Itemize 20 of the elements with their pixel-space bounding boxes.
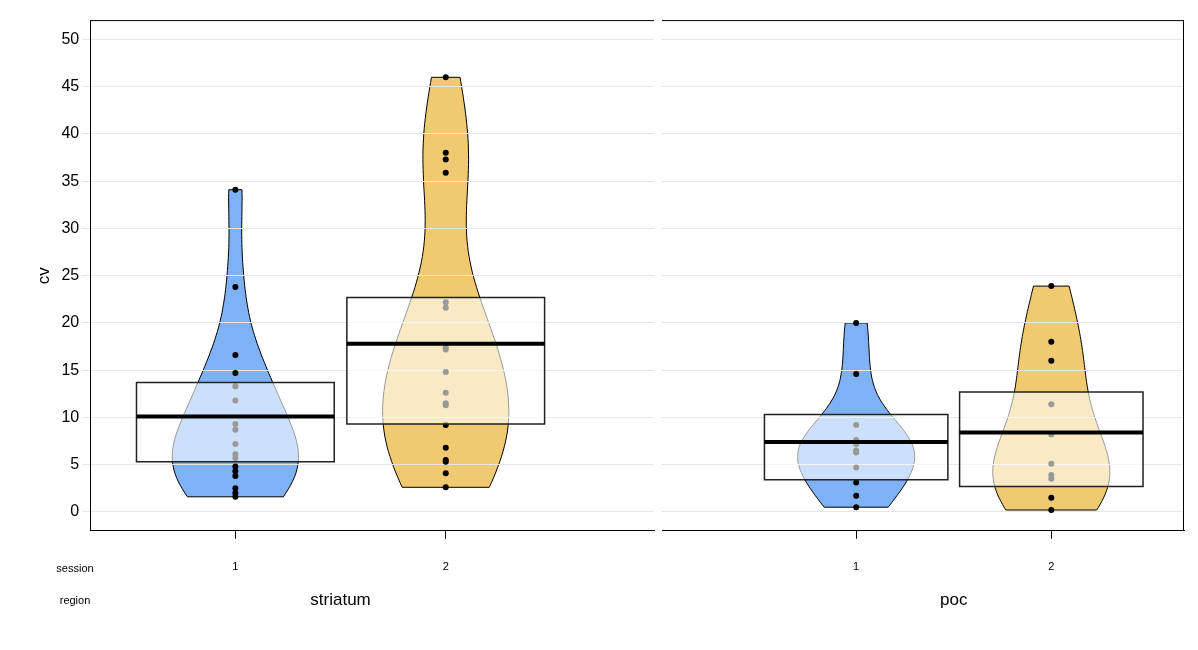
y-axis-title: cv <box>33 266 53 285</box>
y-tick-label: 5 <box>70 455 80 473</box>
y-tick-label: 30 <box>61 218 80 236</box>
x-tick-label: 2 <box>442 560 449 573</box>
y-tick-label: 15 <box>61 360 80 378</box>
x-tick-label: 1 <box>232 560 239 573</box>
y-tick-label: 45 <box>61 77 80 95</box>
x-axis-title: poc <box>940 590 968 610</box>
x-tick-label: 1 <box>853 560 860 573</box>
y-tick-label: 10 <box>61 407 80 425</box>
y-tick-label: 0 <box>70 502 80 520</box>
y-tick-label: 35 <box>61 171 80 189</box>
x-axis-title: striatum <box>310 590 371 610</box>
y-tick-label: 25 <box>61 266 80 284</box>
y-tick-label: 40 <box>61 124 80 142</box>
x-tick-label: 2 <box>1048 560 1055 573</box>
y-tick-label: 50 <box>61 29 80 47</box>
text: region <box>59 593 91 606</box>
text: session <box>56 561 94 574</box>
y-tick-label: 20 <box>61 313 80 331</box>
